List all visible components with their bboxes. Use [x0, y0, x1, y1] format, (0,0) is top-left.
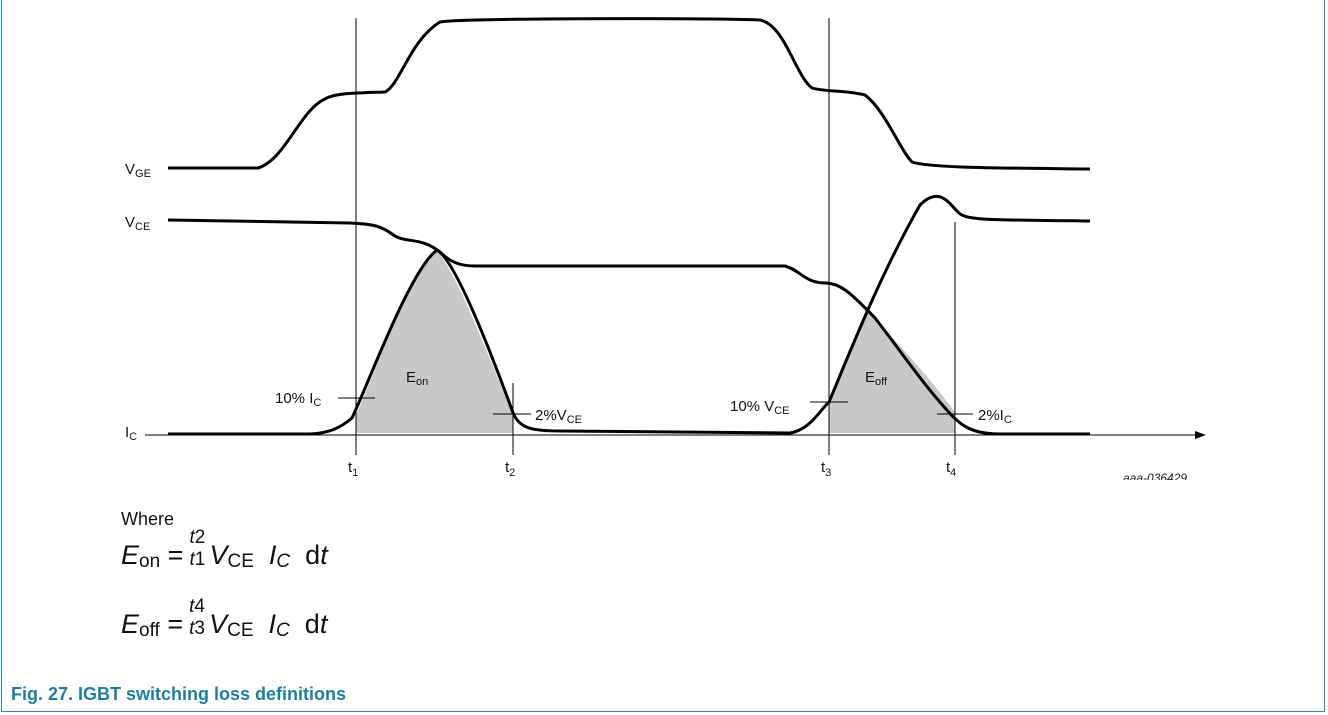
vge-waveform [168, 17, 1091, 171]
eq2-v: V [209, 609, 228, 639]
eq1-lhs: E [121, 540, 140, 570]
ic10-label: 10% IC [275, 390, 321, 409]
eq1-equals: = [167, 540, 184, 570]
eq2-i-sub: C [276, 620, 290, 641]
t4-label: t4 [946, 459, 956, 479]
vce-waveform [167, 218, 1090, 436]
eoff-label: Eoff [865, 369, 888, 388]
eq1-i: I [268, 540, 277, 570]
eq2-d: d [304, 609, 320, 639]
vce10-label: 10% VCE [730, 398, 789, 417]
eq1-d: d [305, 540, 321, 570]
eq1-limits: t2 t1 [189, 527, 206, 570]
vce2-label: 2%VCE [535, 407, 582, 426]
ic2-label: 2%IC [978, 407, 1012, 426]
eq1-v-sub: CE [227, 551, 254, 572]
where-label: Where [121, 509, 175, 529]
figure-code: aaa-036429 [1123, 471, 1187, 480]
eq2-v-sub: CE [227, 620, 254, 641]
t3-label: t3 [821, 459, 831, 479]
vge-label: VGE [125, 161, 151, 180]
eoff-region [829, 312, 955, 433]
t2-label: t2 [505, 459, 515, 479]
eoff-equation: Eoff = t4 t3 VCE IC dt [121, 596, 328, 642]
eq2-lhs: E [121, 609, 140, 639]
ic-label: IC [125, 424, 137, 443]
eq1-t: t [320, 540, 328, 570]
eon-label: Eon [406, 369, 428, 388]
eon-region [356, 250, 513, 433]
eq2-limits: t4 t3 [189, 596, 205, 639]
eq2-lhs-sub: off [139, 620, 160, 641]
eq1-i-sub: C [276, 551, 291, 572]
t1-label: t1 [348, 459, 358, 479]
figure-caption: Fig. 27. IGBT switching loss definitions [11, 684, 347, 704]
eq1-lhs-sub: on [139, 551, 161, 572]
eon-equation: Eon = t2 t1 VCE IC dt [121, 527, 328, 573]
eq2-equals: = [167, 609, 184, 639]
time-axis-arrow [1195, 431, 1206, 439]
eq1-v: V [209, 540, 228, 570]
vce-label: VCE [125, 214, 150, 233]
eq2-i: I [268, 609, 277, 639]
ic-waveform [168, 195, 1091, 436]
eq2-t: t [319, 609, 328, 639]
switching-waveform-diagram: VGE VCE IC Eon Eoff 10% IC 2%VCE 10% VCE… [125, 17, 1206, 480]
